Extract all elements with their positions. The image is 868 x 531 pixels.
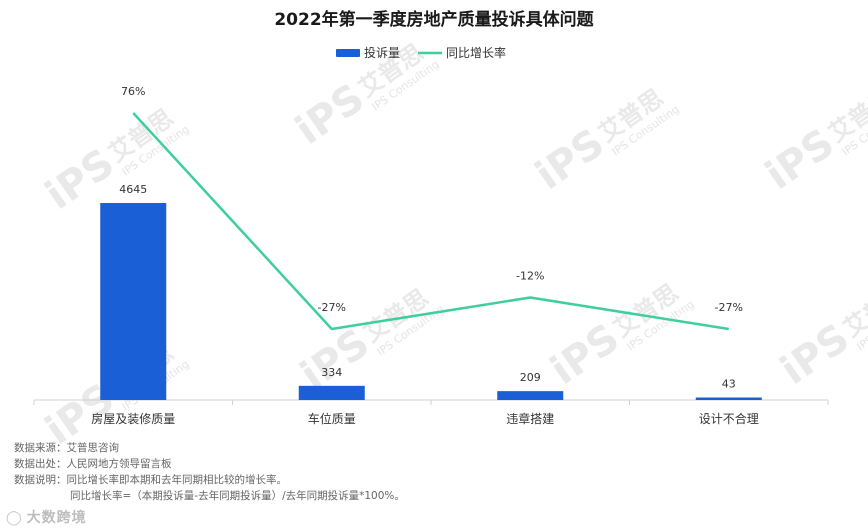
growth-line: [132, 112, 729, 331]
legend-label-bar: 投诉量: [364, 45, 400, 60]
line-label-1: -27%: [318, 301, 346, 314]
line-label-0: 76%: [121, 85, 145, 98]
line-label-2: -12%: [516, 270, 544, 283]
x-tick-label-0: 房屋及装修质量: [91, 411, 175, 426]
bar-label-1: 334: [321, 366, 342, 379]
footer-brand-text: 大数跨境: [26, 510, 87, 526]
footer-brand: ◯ 大数跨境: [6, 507, 87, 527]
note-origin: 数据出处：人民网地方领导留言板: [14, 458, 172, 470]
bar-1: [298, 385, 365, 400]
x-tick-label-2: 违章搭建: [506, 411, 554, 426]
bar-0: [100, 203, 167, 400]
bar-label-2: 209: [520, 371, 541, 384]
line-label-3: -27%: [715, 301, 743, 314]
legend: 投诉量 同比增长率: [336, 45, 506, 60]
x-tick-label-1: 车位质量: [308, 411, 356, 426]
bar-3: [695, 397, 762, 400]
legend-swatch-bar: [336, 49, 360, 57]
chart-title: 2022年第一季度房地产质量投诉具体问题: [274, 9, 594, 30]
note-formula: 同比增长率=（本期投诉量-去年同期投诉量）/去年同期投诉量*100%。: [70, 490, 405, 502]
x-tick-label-3: 设计不合理: [699, 411, 759, 426]
plot-area: 4645 房屋及装修质量 334 车位质量 209 违章搭建 43 设计不合理 76% -27% -…: [33, 85, 829, 426]
note-explain: 数据说明：同比增长率即本期和去年同期相比较的增长率。: [14, 474, 287, 486]
bar-label-0: 4645: [119, 183, 147, 196]
note-source: 数据来源：艾普思咨询: [14, 442, 119, 454]
bar-2: [497, 391, 564, 400]
legend-label-line: 同比增长率: [446, 45, 506, 60]
bar-label-3: 43: [722, 378, 736, 391]
logo-icon: ◯: [6, 510, 23, 526]
notes: 数据来源：艾普思咨询 数据出处：人民网地方领导留言板 数据说明：同比增长率即本期…: [14, 440, 405, 504]
